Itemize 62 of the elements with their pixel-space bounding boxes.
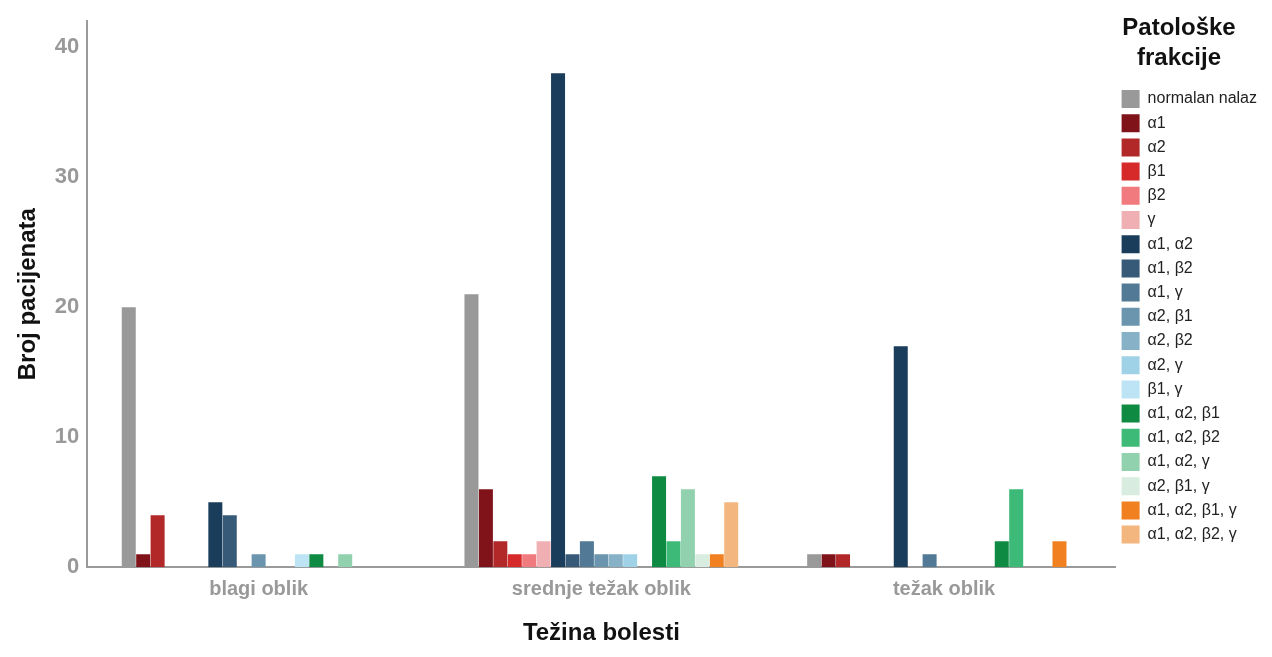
bar <box>680 489 695 568</box>
bar <box>666 541 681 568</box>
bar <box>522 554 537 568</box>
legend-label: α2, γ <box>1147 355 1183 373</box>
bar <box>251 554 266 568</box>
legend-label: normalan nalaz <box>1147 89 1258 107</box>
bar <box>208 502 223 568</box>
bar <box>579 541 594 568</box>
legend-label: β1, γ <box>1147 379 1183 397</box>
bar <box>493 541 508 568</box>
legend-label: α1, α2, β1 <box>1147 404 1220 422</box>
bar <box>994 541 1009 568</box>
bar <box>724 502 739 568</box>
legend-label: α1, α2, β1, γ <box>1147 500 1237 518</box>
legend-label: α1, α2 <box>1147 234 1193 252</box>
legend-label: α2, β1, γ <box>1147 476 1210 494</box>
legend-label: α2, β1 <box>1147 307 1193 325</box>
y-tick-label: 30 <box>54 163 80 189</box>
bar <box>222 515 237 568</box>
bar <box>608 554 623 568</box>
bar <box>309 554 324 568</box>
x-axis-title: Težina bolesti <box>522 618 680 646</box>
legend-label: β2 <box>1147 186 1166 204</box>
bar <box>821 554 836 568</box>
bar <box>1009 489 1024 568</box>
bar <box>709 554 724 568</box>
bar <box>294 554 309 568</box>
legend-title: Patološke frakcije <box>1121 12 1237 72</box>
y-tick-label: 10 <box>54 423 80 449</box>
legend-label: γ <box>1147 210 1156 228</box>
bar <box>536 541 551 568</box>
y-tick-label: 0 <box>67 553 80 579</box>
bar <box>150 515 165 568</box>
bar <box>551 73 566 568</box>
bar <box>1052 541 1067 568</box>
legend-label: α1, α2, γ <box>1147 452 1210 470</box>
legend-label: α1, β2 <box>1147 258 1193 276</box>
bar <box>695 554 710 568</box>
bar <box>565 554 580 568</box>
legend-label: α1 <box>1147 113 1166 131</box>
bar <box>338 554 353 568</box>
bar <box>893 346 908 568</box>
x-tick-label: blagi oblik <box>209 576 309 599</box>
y-tick-label: 40 <box>54 33 80 59</box>
x-tick-label: težak oblik <box>892 576 997 599</box>
bar <box>652 476 667 568</box>
legend-label: β1 <box>1147 162 1166 180</box>
x-tick-label: srednje težak oblik <box>511 576 692 599</box>
legend-label: α2 <box>1147 137 1166 155</box>
bar <box>922 554 937 568</box>
legend-label: α1, α2, β2 <box>1147 428 1220 446</box>
legend-label: α1, γ <box>1147 283 1183 301</box>
bar <box>478 489 493 568</box>
bar <box>623 554 638 568</box>
bar <box>136 554 151 568</box>
bar <box>836 554 851 568</box>
bar <box>507 554 522 568</box>
y-tick-label: 20 <box>54 293 80 319</box>
bar <box>594 554 609 568</box>
y-axis-title: Broj pacijenata <box>13 207 41 381</box>
legend-label: α1, α2, β2, γ <box>1147 525 1237 543</box>
legend-label: α2, β2 <box>1147 331 1193 349</box>
